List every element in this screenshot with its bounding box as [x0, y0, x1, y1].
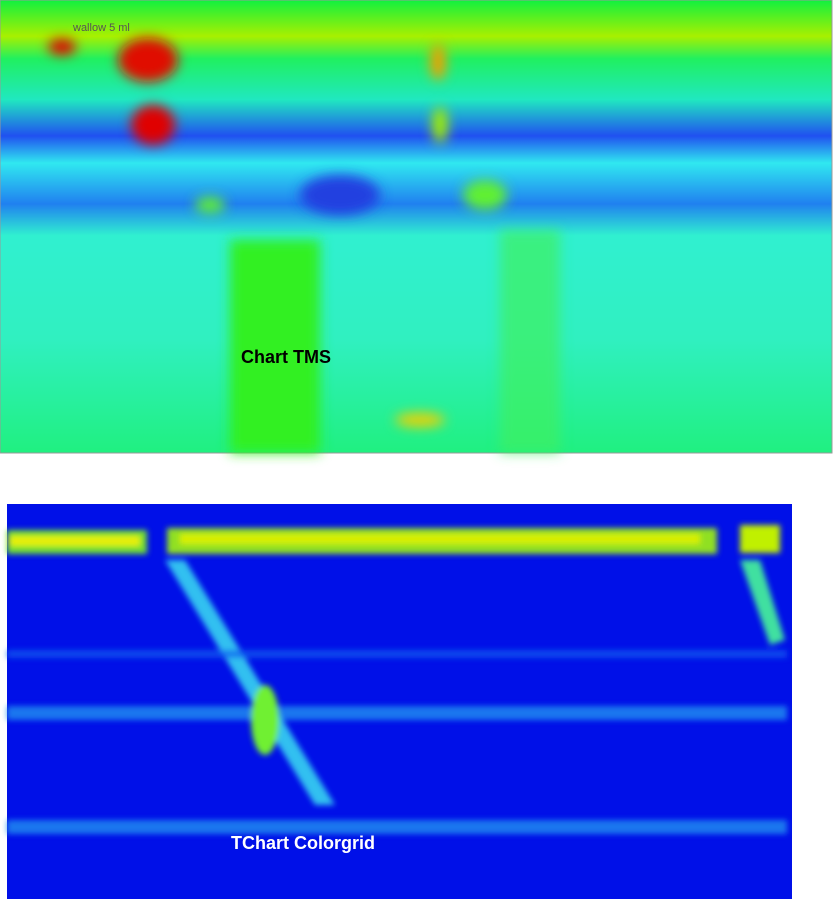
- top-heatmap: wallow 5 ml Chart TMS: [0, 0, 833, 454]
- caption: Chart TMS: [241, 347, 331, 367]
- heatmap-blobs: [7, 525, 787, 834]
- heatmap-background: [7, 504, 792, 899]
- heatmap-blobs: [48, 38, 560, 453]
- caption: TChart Colorgrid: [231, 833, 375, 853]
- annotation: wallow 5 ml: [72, 22, 130, 34]
- bottom-heatmap: TChart Colorgrid: [7, 504, 792, 899]
